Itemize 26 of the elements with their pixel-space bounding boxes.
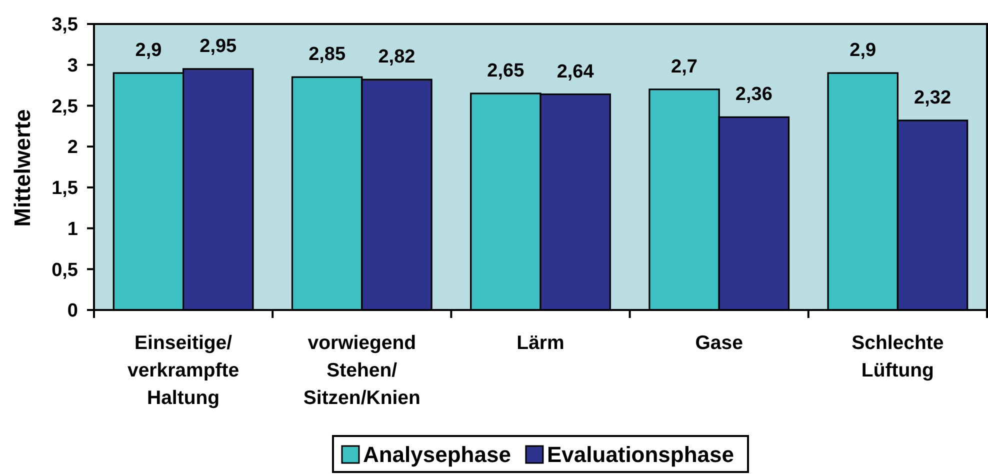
y-tick-label: 3 — [67, 56, 78, 77]
data-label: 2,64 — [556, 61, 594, 82]
y-tick-label: 2 — [67, 137, 78, 158]
data-label: 2,9 — [850, 40, 876, 62]
x-tick-label: vorwiegend Stehen/ Sitzen/Knien — [303, 332, 420, 409]
x-tick-label: Schlechte Lüftung — [852, 332, 944, 382]
y-tick-label: 0 — [67, 300, 78, 322]
y-tick-label: 0,5 — [52, 260, 78, 281]
x-tick-label: Lärm — [516, 332, 564, 354]
data-label: 2,95 — [200, 36, 238, 57]
data-label: 2,32 — [914, 87, 952, 108]
data-label: 2,7 — [671, 56, 698, 78]
data-label: 2,85 — [308, 44, 346, 66]
x-tick-label: Einseitige/ verkrampfte Haltung — [127, 332, 240, 409]
y-tick-label: 2,5 — [52, 96, 78, 118]
y-tick-label: 1 — [67, 218, 78, 240]
data-label: 2,82 — [378, 46, 416, 68]
y-axis-title: Mittelwerte — [10, 109, 35, 227]
data-label: 2,36 — [735, 84, 772, 106]
y-tick-label: 1,5 — [52, 178, 78, 200]
x-tick-label: Gase — [695, 332, 744, 354]
y-tick-label: 3,5 — [52, 14, 78, 36]
data-label: 2,9 — [135, 40, 162, 62]
legend-label: Evaluationsphase — [546, 442, 734, 467]
legend-label: Analysephase — [362, 442, 511, 467]
data-label: 2,65 — [487, 60, 525, 82]
